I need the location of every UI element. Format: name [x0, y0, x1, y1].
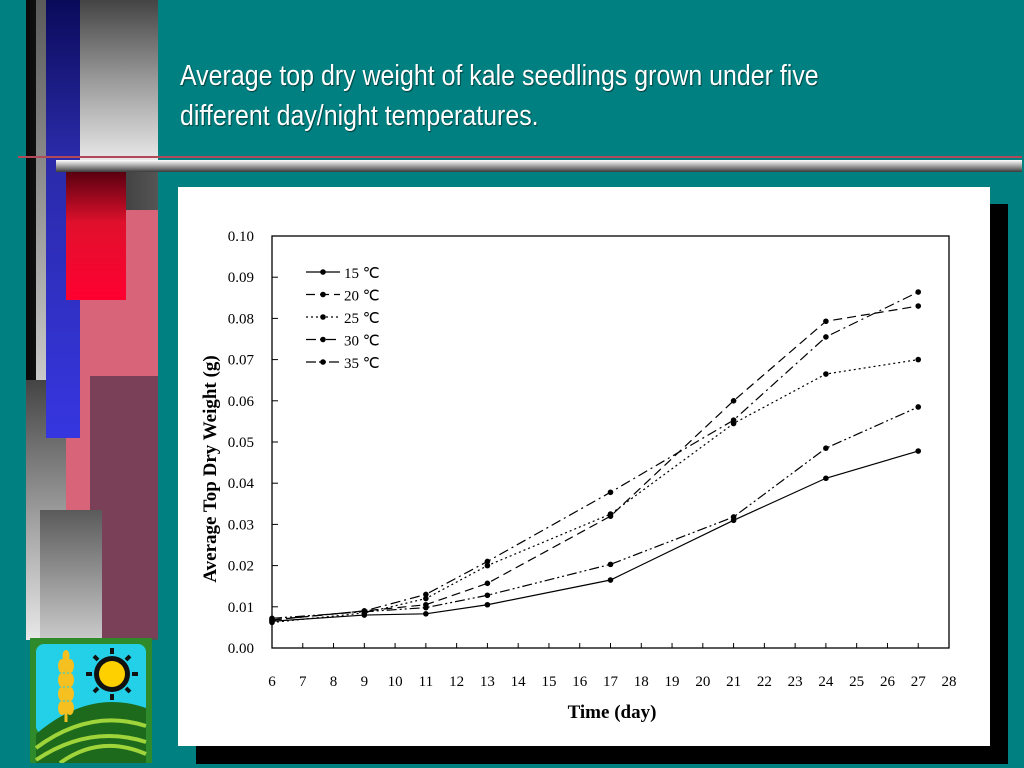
logo [30, 638, 152, 765]
title-rule [18, 156, 1022, 158]
data-point [269, 615, 275, 622]
x-tick-label: 15 [541, 674, 556, 690]
data-point [423, 595, 429, 602]
data-point [607, 561, 614, 568]
data-point [823, 445, 829, 451]
data-point [607, 511, 614, 517]
data-point [423, 591, 429, 598]
data-point [823, 334, 829, 340]
legend-marker [320, 291, 326, 298]
data-point [823, 371, 829, 377]
line-chart: 0.00 0.01 0.02 0.03 0.04 0.05 0.06 0.07 0.08 0.09… [200, 229, 957, 723]
x-tick-label: 22 [757, 674, 772, 690]
decorative-left-banner [0, 0, 160, 768]
legend-marker [320, 336, 326, 343]
data-point [484, 601, 491, 608]
series-line-2 [271, 305, 919, 621]
x-tick-label: 24 [818, 674, 834, 690]
data-point [423, 611, 429, 617]
field-icon [34, 701, 147, 765]
x-axis-label: Time (day) [568, 702, 657, 723]
legend-marker [320, 314, 326, 320]
x-tick-label: 16 [572, 674, 588, 690]
x-tick-label: 21 [726, 674, 741, 690]
wheat-icon [58, 650, 74, 722]
x-tick-label: 7 [299, 674, 307, 690]
legend-label: 30 ℃ [344, 334, 380, 350]
x-tick-label: 28 [942, 674, 957, 690]
data-point [823, 475, 829, 482]
series-line-5 [271, 406, 919, 619]
data-point [915, 356, 922, 363]
data-point [361, 608, 368, 615]
data-point [730, 398, 737, 404]
x-tick-label: 14 [511, 674, 527, 690]
data-point [915, 448, 922, 454]
slide-title: Average top dry weight of kale seedlings… [180, 56, 868, 136]
y-tick-label: 0.10 [228, 229, 254, 245]
slide-title-line1: Average top dry weight of kale seedlings… [180, 60, 819, 92]
data-point [423, 604, 429, 611]
y-tick-label: 0.03 [228, 517, 254, 533]
legend-label: 20 ℃ [344, 289, 380, 305]
x-tick-label: 11 [419, 674, 433, 690]
legend-label: 25 ℃ [344, 311, 380, 327]
y-tick-label: 0.06 [228, 394, 255, 410]
x-tick-label: 23 [788, 674, 803, 690]
y-tick-label: 0.05 [228, 435, 254, 451]
x-tick-label: 25 [849, 674, 864, 690]
data-point [484, 562, 491, 569]
x-tick-label: 27 [911, 674, 927, 690]
y-tick-label: 0.02 [228, 559, 254, 575]
data-point [730, 417, 737, 423]
data-point [607, 489, 614, 496]
y-tick-label: 0.01 [228, 600, 254, 616]
series-line-4 [271, 291, 919, 621]
sun-icon [86, 648, 138, 700]
x-tick-label: 10 [388, 674, 403, 690]
x-tick-label: 26 [880, 674, 896, 690]
data-point [915, 303, 922, 309]
x-tick-label: 9 [361, 674, 369, 690]
data-point [484, 558, 491, 565]
y-tick-label: 0.08 [228, 311, 254, 327]
x-tick-label: 20 [695, 674, 710, 690]
y-tick-label: 0.09 [228, 270, 254, 286]
x-tick-label: 19 [665, 674, 680, 690]
y-tick-label: 0.04 [228, 476, 255, 492]
legend-label: 35 ℃ [344, 356, 380, 372]
x-tick-label: 17 [603, 674, 619, 690]
y-tick-label: 0.07 [228, 353, 255, 369]
legend-marker [320, 269, 326, 275]
data-point [823, 318, 829, 325]
slide-title-line2: different day/night temperatures. [180, 100, 539, 132]
data-point [607, 577, 614, 583]
data-point [915, 404, 922, 410]
title-divider-bar [56, 160, 1022, 172]
x-tick-label: 18 [634, 674, 649, 690]
data-point [484, 592, 491, 599]
x-tick-label: 13 [480, 674, 495, 690]
x-tick-label: 12 [449, 674, 464, 690]
data-point [484, 580, 491, 587]
legend-label: 15 ℃ [344, 266, 380, 282]
y-tick-label: 0.00 [228, 641, 254, 657]
data-point [730, 514, 737, 520]
chart-panel: 0.00 0.01 0.02 0.03 0.04 0.05 0.06 0.07 0.08 0.09… [178, 187, 990, 746]
legend-marker [320, 359, 326, 365]
x-tick-label: 6 [268, 674, 276, 690]
x-tick-label: 8 [330, 674, 338, 690]
y-axis-label: Average Top Dry Weight (g) [200, 355, 221, 582]
series-line-1 [271, 450, 919, 622]
chart-legend: 15 ℃ 20 ℃ 25 ℃ 30 ℃ 35 ℃ [306, 266, 380, 372]
data-point [915, 289, 922, 295]
